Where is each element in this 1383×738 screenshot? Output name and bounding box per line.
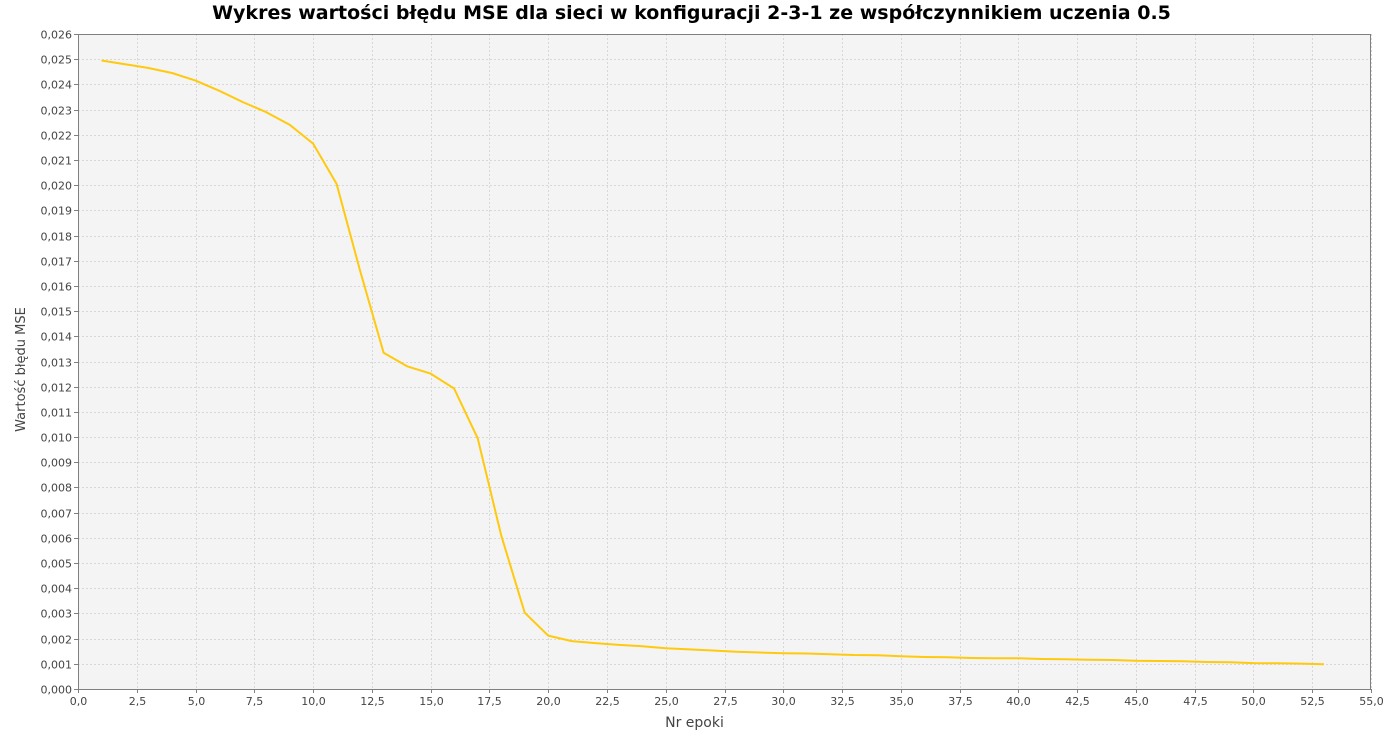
y-tick-label: 0,000 [41,684,73,697]
y-tick-label: 0,021 [41,155,73,168]
y-tick-label: 0,010 [41,432,73,445]
x-tick-label: 40,0 [1006,695,1031,708]
y-tick-label: 0,008 [41,482,73,495]
y-tick-label: 0,023 [41,105,73,118]
y-tick-label: 0,004 [41,583,73,596]
y-tick-label: 0,003 [41,608,73,621]
y-tick-label: 0,001 [41,659,73,672]
x-tick-label: 25,0 [654,695,679,708]
x-axis-label: Nr epoki [665,715,724,731]
y-tick-label: 0,016 [41,281,73,294]
y-tick-label: 0,018 [41,231,73,244]
x-tick-label: 27,5 [713,695,738,708]
y-tick-label: 0,022 [41,130,73,143]
plot-area [78,34,1371,689]
x-tick-label: 12,5 [360,695,385,708]
x-tick-label: 52,5 [1300,695,1325,708]
plot-border [78,34,1371,690]
x-tick-label: 10,0 [301,695,326,708]
y-tick-label: 0,011 [41,407,73,420]
x-tick-label: 42,5 [1065,695,1090,708]
x-tick-label: 47,5 [1183,695,1208,708]
y-axis-label: Wartość błędu MSE [14,307,29,432]
x-tick-label: 5,0 [188,695,206,708]
chart-title: Wykres wartości błędu MSE dla sieci w ko… [212,2,1171,24]
y-tick-label: 0,019 [41,205,73,218]
x-tick-label: 35,0 [889,695,914,708]
y-tick-label: 0,024 [41,79,73,92]
x-tick-label: 0,0 [70,695,88,708]
y-tick-label: 0,002 [41,634,73,647]
x-tick-label: 50,0 [1241,695,1266,708]
x-tick-label: 55,0 [1359,695,1383,708]
x-tick-label: 20,0 [536,695,561,708]
y-tick-label: 0,026 [41,29,73,42]
y-tick-label: 0,007 [41,508,73,521]
x-tick-label: 37,5 [948,695,973,708]
y-tick-label: 0,017 [41,256,73,269]
y-tick-label: 0,009 [41,457,73,470]
y-tick-label: 0,020 [41,180,73,193]
y-tick-label: 0,014 [41,331,73,344]
x-tick-label: 15,0 [419,695,444,708]
y-tick-label: 0,006 [41,533,73,546]
x-tick-label: 45,0 [1124,695,1149,708]
y-tick-label: 0,015 [41,306,73,319]
x-tick-label: 7,5 [246,695,264,708]
x-tick-label: 17,5 [477,695,502,708]
y-tick-label: 0,025 [41,54,73,67]
x-tick-label: 30,0 [771,695,796,708]
x-tick-label: 32,5 [830,695,855,708]
x-tick-label: 2,5 [129,695,147,708]
y-tick-label: 0,005 [41,558,73,571]
x-tick-label: 22,5 [595,695,620,708]
y-tick-label: 0,012 [41,382,73,395]
series-line [101,59,1325,666]
y-tick-label: 0,013 [41,357,73,370]
